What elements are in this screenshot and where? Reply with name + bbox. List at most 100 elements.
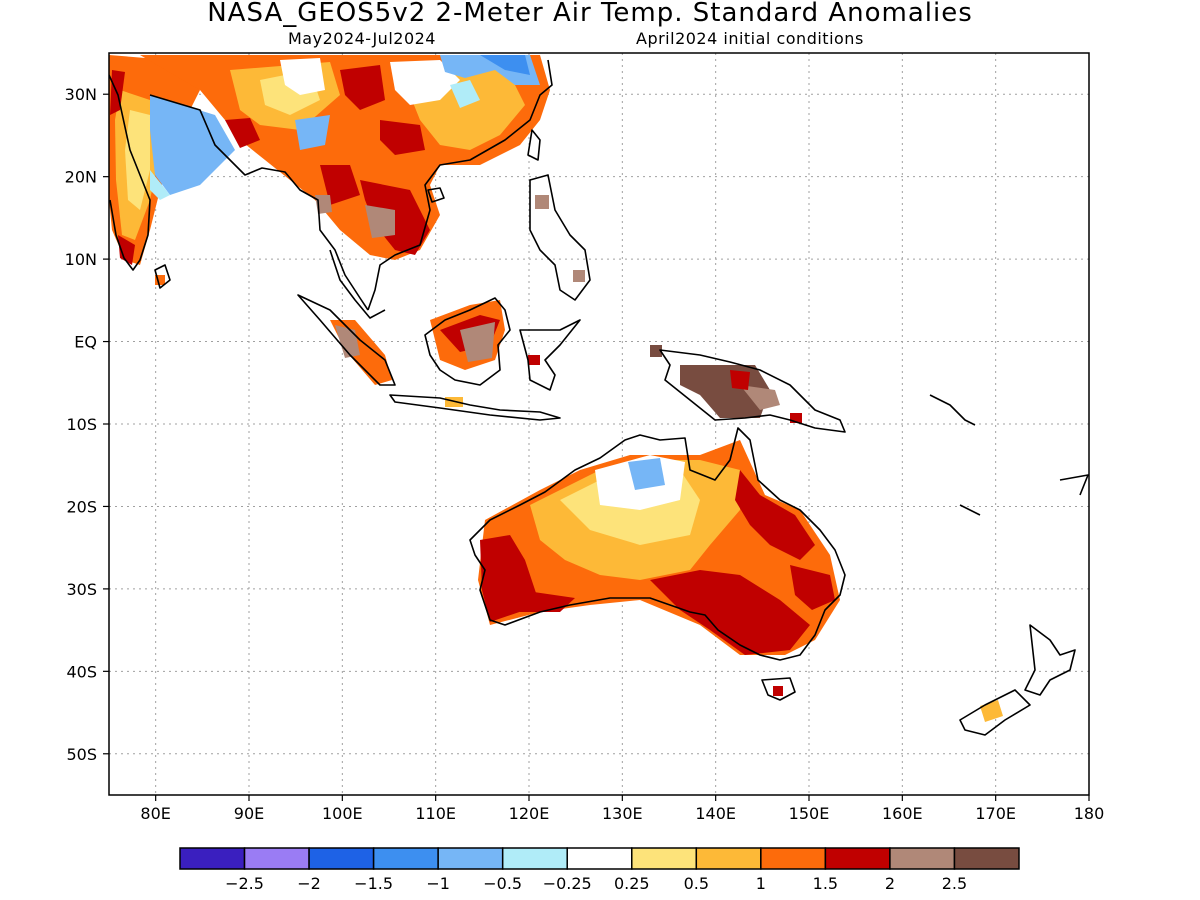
lon-tick-label: 80E — [140, 804, 170, 823]
australia-anomaly-blue — [628, 458, 665, 490]
lon-tick-label: 150E — [789, 804, 830, 823]
india-anomaly-blue — [150, 95, 235, 195]
lat-tick-label: 10N — [65, 250, 97, 269]
lon-tick-label: 180 — [1074, 804, 1105, 823]
new-guinea-anomaly-red — [730, 370, 750, 390]
colorbar-swatch — [889, 847, 956, 870]
colorbar-swatch — [760, 847, 827, 870]
lat-tick-label: 40S — [66, 662, 97, 681]
latitude-ticks: 30N 20N 10N EQ 10S 20S 30S 40S 50S — [65, 85, 109, 764]
coast-pacific-islands — [929, 394, 1089, 516]
india-anomaly-cyan — [150, 170, 170, 200]
lon-tick-label: 90E — [234, 804, 264, 823]
australia-anomaly-red-east — [735, 470, 815, 560]
colorbar-label: −1 — [426, 874, 450, 893]
lon-tick-label: 120E — [509, 804, 550, 823]
coast-hainan — [427, 187, 445, 203]
lon-tick-label: 140E — [695, 804, 736, 823]
colorbar-swatch — [179, 847, 246, 870]
coast-philippines — [529, 174, 591, 301]
map-title: NASA_GEOS5v2 2-Meter Air Temp. Standard … — [207, 0, 973, 28]
colorbar-label: 1.5 — [813, 874, 838, 893]
halmahera-anomaly — [650, 345, 662, 357]
coast-new-zealand-north — [1024, 624, 1076, 696]
coastlines — [109, 59, 1089, 736]
new-guinea-anomaly-lightbrown — [740, 385, 780, 410]
asia-anomaly-red — [340, 65, 385, 110]
lat-tick-label: 20N — [65, 168, 97, 187]
lon-tick-label: 170E — [975, 804, 1016, 823]
colorbar-label: 1 — [756, 874, 766, 893]
philippines-anomaly-2 — [573, 270, 585, 282]
coast-sulawesi — [519, 319, 581, 391]
colorbar-swatch — [695, 847, 762, 870]
colorbar-label: −2.5 — [225, 874, 264, 893]
coast-new-zealand-south — [959, 689, 1031, 736]
sri-lanka-anomaly — [155, 275, 165, 285]
coast-bangladesh-myanmar — [149, 94, 369, 311]
lat-tick-label: 50S — [66, 745, 97, 764]
colorbar-label: −0.25 — [543, 874, 592, 893]
coast-tasmania — [761, 677, 796, 701]
lat-tick-label: 30S — [66, 580, 97, 599]
colorbar-swatch — [501, 847, 568, 870]
coast-malay — [329, 249, 386, 319]
initial-conditions: April2024 initial conditions — [636, 29, 864, 48]
new-zealand-anomaly — [980, 700, 1003, 722]
coast-indochina — [367, 59, 553, 311]
lon-tick-label: 100E — [322, 804, 363, 823]
coast-india — [109, 74, 151, 271]
asia-anomaly-white-2 — [390, 60, 460, 105]
colorbar-label: −2 — [297, 874, 321, 893]
colorbar-swatch — [372, 847, 439, 870]
lon-tick-label: 130E — [602, 804, 643, 823]
colorbar-swatch — [308, 847, 375, 870]
lon-tick-label: 110E — [415, 804, 456, 823]
coast-borneo — [424, 297, 511, 386]
asia-anomaly-blue-2 — [295, 115, 330, 150]
anomaly-field — [109, 55, 1003, 722]
tasmania-anomaly — [773, 686, 783, 696]
asia-anomaly-cyan — [450, 80, 480, 108]
coast-java — [389, 394, 561, 421]
colorbar-swatch — [824, 847, 891, 870]
coast-australia — [469, 427, 846, 661]
lat-tick-label: 30N — [65, 85, 97, 104]
sulawesi-anomaly — [528, 355, 540, 365]
coast-new-guinea — [659, 349, 846, 433]
lon-tick-label: 160E — [882, 804, 923, 823]
colorbar — [179, 847, 1020, 870]
asia-anomaly-deep-blue — [480, 55, 530, 75]
colorbar-label: 2.5 — [942, 874, 967, 893]
borneo-anomaly-brown — [460, 322, 495, 362]
asia-anomaly-red-2 — [380, 120, 425, 155]
lat-tick-label: EQ — [74, 333, 97, 352]
colorbar-swatch — [437, 847, 504, 870]
asia-anomaly-brown — [365, 205, 395, 238]
asia-anomaly-red-5 — [225, 118, 260, 148]
forecast-period: May2024-Jul2024 — [288, 29, 436, 48]
colorbar-label: −0.5 — [483, 874, 522, 893]
colorbar-swatch — [243, 847, 310, 870]
colorbar-label: −1.5 — [354, 874, 393, 893]
asia-anomaly-white — [280, 58, 325, 95]
india-anomaly-red-2 — [118, 235, 135, 265]
coast-sri-lanka — [154, 264, 171, 289]
australia-anomaly-red-nsw — [790, 565, 835, 610]
longitude-ticks: 80E 90E 100E 110E 120E 130E 140E 150E 160E 170E 18… — [140, 795, 1104, 823]
coast-taiwan — [527, 129, 541, 161]
colorbar-label: 0.25 — [614, 874, 650, 893]
lat-tick-label: 10S — [66, 415, 97, 434]
coast-sumatra — [297, 294, 396, 386]
png-anomaly — [790, 413, 802, 423]
colorbar-label: 2 — [885, 874, 895, 893]
lat-tick-label: 20S — [66, 497, 97, 516]
philippines-anomaly — [535, 195, 549, 209]
colorbar-swatch — [953, 847, 1020, 870]
colorbar-labels: −2.5 −2 −1.5 −1 −0.5 −0.25 0.25 0.5 1 1.5 2 2.5 — [225, 874, 967, 893]
australia-anomaly-red-se — [650, 570, 810, 655]
colorbar-swatch — [631, 847, 698, 870]
map-frame — [108, 52, 1090, 796]
colorbar-swatch — [566, 847, 633, 870]
